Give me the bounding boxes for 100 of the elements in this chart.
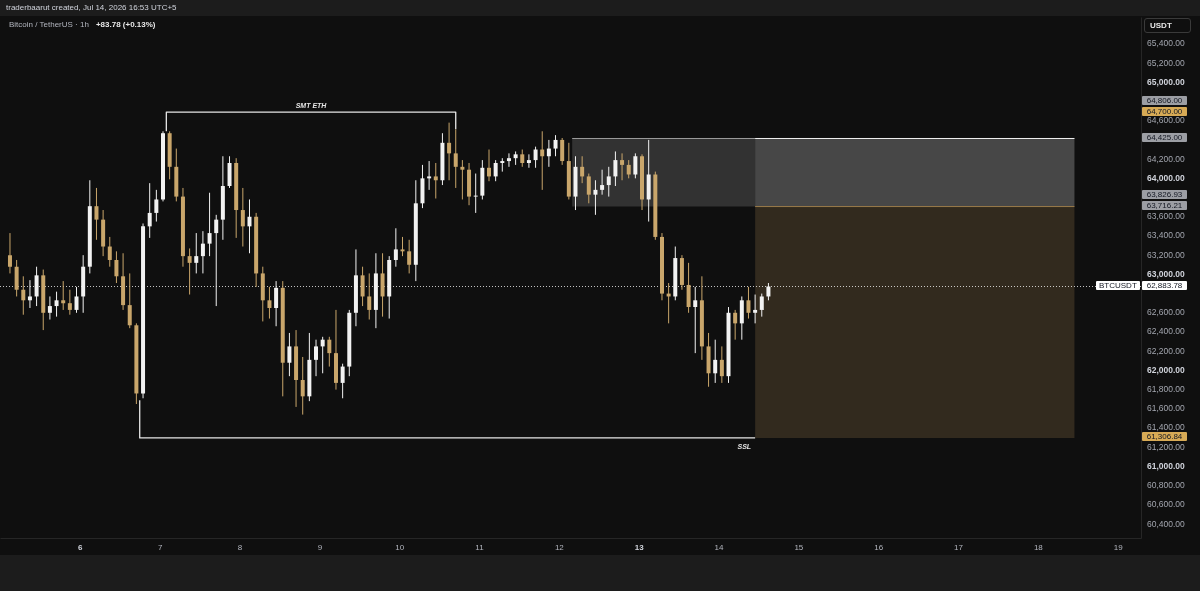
candlestick — [759, 293, 764, 318]
candlestick — [526, 153, 531, 169]
y-tick-label: 60,600.00 — [1147, 499, 1185, 510]
y-tick-label: 61,000.00 — [1147, 460, 1185, 471]
candlestick — [553, 134, 558, 157]
x-tick-label: 9 — [317, 542, 323, 552]
x-tick-label: 8 — [237, 542, 243, 552]
y-tick-label: 64,425.00 — [1142, 132, 1187, 142]
candlestick — [393, 227, 398, 268]
candlestick — [693, 286, 698, 354]
candlestick — [61, 280, 66, 311]
candlestick — [360, 266, 365, 307]
candlestick — [187, 247, 192, 296]
candlestick — [433, 162, 438, 200]
x-tick-label: 18 — [1033, 542, 1044, 552]
candlestick — [453, 128, 458, 189]
candlestick — [580, 155, 585, 184]
candlestick — [506, 152, 511, 168]
y-tick-label: 64,700.00 — [1142, 106, 1187, 116]
candlestick — [200, 230, 205, 274]
candlestick — [74, 286, 79, 314]
y-tick-label: 63,200.00 — [1147, 249, 1185, 260]
x-tick-label: 12 — [554, 542, 565, 552]
x-tick-label: 11 — [475, 542, 485, 552]
candlestick — [733, 309, 738, 341]
y-tick-label: 60,800.00 — [1147, 480, 1185, 491]
y-tick-label: 61,800.00 — [1147, 384, 1185, 395]
candlestick — [719, 345, 724, 384]
candlestick — [267, 286, 272, 320]
y-tick-label: 62,000.00 — [1147, 364, 1185, 375]
y-tick-label: 65,000.00 — [1147, 76, 1185, 87]
candlestick — [586, 173, 591, 204]
candlestick — [107, 236, 112, 268]
y-tick-label: 63,826.93 — [1142, 190, 1187, 200]
candlestick — [400, 236, 405, 257]
candlestick — [593, 179, 598, 216]
candlestick — [207, 192, 212, 257]
y-tick-label: 62,200.00 — [1147, 345, 1185, 356]
candlestick — [546, 139, 551, 168]
x-tick-label: 15 — [794, 542, 804, 552]
candlestick — [633, 152, 638, 179]
candlestick — [713, 339, 718, 384]
candlestick — [240, 187, 245, 248]
x-tick-label: 10 — [395, 542, 405, 552]
candlestick — [127, 272, 132, 329]
y-tick-label: 61,306.84 — [1142, 432, 1187, 442]
candlestick — [620, 152, 625, 181]
candlestick — [606, 166, 611, 198]
text: BTCUSDT 62,883.78 — [1098, 281, 1183, 290]
y-tick-label: 60,400.00 — [1147, 518, 1185, 529]
candlestick — [327, 336, 332, 368]
y-tick-label: 64,806.00 — [1142, 96, 1187, 106]
candlestick — [686, 262, 691, 314]
candlestick — [67, 289, 72, 316]
candlestick — [47, 295, 52, 321]
candlestick — [227, 155, 232, 189]
candlestick — [247, 198, 252, 254]
candlestick — [753, 294, 758, 324]
y-tick-label: 64,200.00 — [1147, 153, 1185, 164]
y-tick-label: 61,200.00 — [1147, 441, 1185, 452]
candlestick — [560, 137, 565, 166]
y-tick-label: 64,600.00 — [1147, 115, 1185, 126]
y-tick-label: 63,000.00 — [1147, 268, 1185, 279]
candlestick — [427, 160, 432, 191]
candlestick — [287, 332, 292, 377]
candlestick — [613, 150, 618, 187]
candlestick — [600, 169, 605, 196]
y-tick-label: 61,400.00 — [1147, 422, 1185, 433]
candlestick — [114, 250, 119, 284]
x-tick-label: 19 — [1113, 542, 1124, 552]
candlestick — [533, 146, 538, 169]
x-tick-label: 17 — [954, 542, 964, 552]
y-axis-title: USDT — [1144, 18, 1191, 33]
candlestick — [27, 279, 32, 309]
candlestick — [94, 187, 99, 241]
candlestick — [407, 239, 412, 274]
candlestick — [14, 259, 19, 297]
candlestick — [493, 159, 498, 182]
candlestick — [460, 159, 465, 200]
candlestick — [194, 232, 199, 274]
x-tick-label: 14 — [714, 542, 725, 552]
chart-title: Bitcoin / TetherUS · 1h — [9, 20, 89, 29]
y-tick-label: 63,400.00 — [1147, 230, 1185, 241]
candlestick — [473, 173, 478, 214]
candlestick — [7, 232, 12, 274]
y-tick-label: 61,600.00 — [1147, 403, 1185, 414]
candlestick — [54, 291, 59, 318]
y-tick-label: 62,400.00 — [1147, 326, 1185, 337]
candlestick — [500, 157, 505, 173]
y-tick-label: 63,600.00 — [1147, 211, 1185, 222]
text: traderbaarut created, Jul 14, 2026 16:53 UTC+5 — [6, 3, 177, 12]
candlestick — [214, 214, 219, 307]
candlestick — [147, 182, 152, 239]
candlestick — [367, 272, 372, 321]
y-tick-label: 63,716.21 — [1142, 201, 1187, 211]
candlestick — [300, 356, 305, 416]
x-tick-label: 16 — [874, 542, 884, 552]
candlestick — [626, 159, 631, 179]
candlestick — [21, 275, 26, 316]
y-tick-label: 62,600.00 — [1147, 307, 1185, 318]
